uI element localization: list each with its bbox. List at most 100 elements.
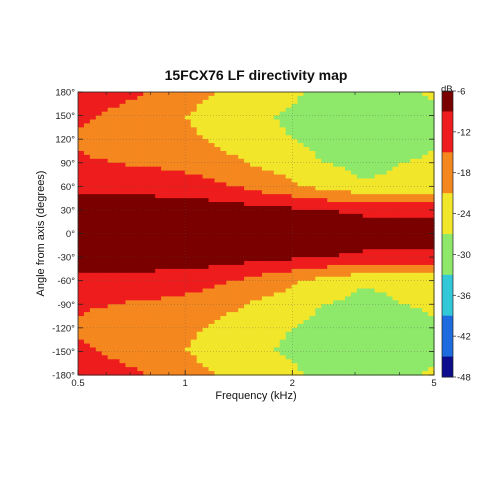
heatmap-cell	[285, 316, 293, 321]
heatmap-cell	[303, 304, 310, 309]
heatmap-cell	[374, 261, 382, 266]
heatmap-cell	[143, 316, 150, 321]
heatmap-cell	[398, 174, 405, 180]
heatmap-cell	[202, 103, 210, 109]
heatmap-cell	[339, 190, 346, 195]
heatmap-cell	[172, 221, 180, 227]
heatmap-cell	[190, 107, 198, 113]
heatmap-cell	[356, 150, 364, 156]
heatmap-cell	[261, 103, 269, 109]
heatmap-cell	[291, 174, 299, 180]
heatmap-cell	[410, 150, 417, 156]
heatmap-cell	[83, 139, 91, 144]
heatmap-cell	[273, 111, 281, 117]
heatmap-cell	[345, 217, 352, 223]
heatmap-cell	[101, 119, 109, 125]
heatmap-cell	[261, 316, 269, 321]
heatmap-cell	[333, 367, 340, 372]
heatmap-cell	[190, 119, 198, 125]
heatmap-cell	[267, 178, 275, 183]
heatmap-cell	[350, 213, 358, 219]
heatmap-cell	[416, 166, 423, 172]
heatmap-cell	[303, 178, 310, 183]
colorbar-swatch	[442, 111, 453, 116]
heatmap-cell	[226, 123, 233, 128]
heatmap-cell	[226, 107, 233, 113]
heatmap-cell	[321, 359, 328, 364]
heatmap-cell	[137, 347, 144, 353]
heatmap-cell	[172, 103, 180, 109]
colorbar-swatch	[442, 237, 453, 242]
heatmap-cell	[339, 95, 346, 101]
heatmap-cell	[321, 131, 328, 136]
heatmap-cell	[113, 111, 121, 117]
heatmap-cell	[416, 127, 423, 132]
heatmap-cell	[196, 194, 204, 199]
heatmap-cell	[380, 170, 388, 176]
heatmap-cell	[101, 162, 109, 168]
heatmap-cell	[386, 135, 394, 140]
heatmap-cell	[250, 123, 257, 128]
heatmap-cell	[291, 166, 299, 172]
heatmap-cell	[273, 158, 281, 164]
heatmap-cell	[101, 147, 109, 152]
heatmap-cell	[238, 95, 245, 101]
heatmap-cell	[208, 158, 216, 164]
heatmap-cell	[279, 319, 287, 325]
heatmap-cell	[119, 107, 127, 113]
heatmap-cell	[101, 158, 109, 164]
heatmap-cell	[89, 312, 97, 317]
heatmap-cell	[208, 319, 216, 325]
heatmap-cell	[392, 249, 399, 254]
heatmap-cell	[101, 182, 109, 187]
heatmap-cell	[226, 355, 233, 360]
heatmap-cell	[273, 249, 281, 254]
heatmap-cell	[380, 264, 388, 270]
heatmap-cell	[303, 371, 310, 376]
heatmap-cell	[172, 158, 180, 164]
heatmap-cell	[428, 162, 435, 168]
heatmap-cell	[315, 316, 322, 321]
heatmap-cell	[78, 205, 85, 211]
heatmap-cell	[285, 300, 293, 305]
heatmap-cell	[95, 202, 103, 207]
heatmap-cell	[321, 147, 328, 152]
heatmap-cell	[149, 371, 156, 376]
heatmap-cell	[161, 162, 168, 168]
heatmap-cell	[250, 225, 257, 231]
heatmap-cell	[149, 127, 156, 132]
heatmap-cell	[178, 233, 186, 239]
heatmap-cell	[238, 221, 245, 227]
heatmap-cell	[279, 202, 287, 207]
heatmap-cell	[374, 92, 382, 97]
heatmap-cell	[404, 249, 411, 254]
heatmap-cell	[350, 221, 358, 227]
heatmap-cell	[220, 272, 227, 278]
heatmap-cell	[380, 257, 388, 262]
heatmap-cell	[398, 111, 405, 117]
heatmap-cell	[374, 351, 382, 356]
heatmap-cell	[131, 268, 138, 274]
heatmap-cell	[178, 288, 186, 294]
heatmap-cell	[137, 158, 144, 164]
heatmap-cell	[214, 308, 221, 313]
heatmap-cell	[232, 202, 239, 207]
heatmap-cell	[244, 359, 251, 364]
heatmap-cell	[113, 237, 121, 242]
heatmap-cell	[250, 323, 257, 329]
heatmap-cell	[345, 95, 352, 101]
heatmap-cell	[95, 123, 103, 128]
heatmap-cell	[232, 367, 239, 372]
heatmap-cell	[190, 166, 198, 172]
heatmap-cell	[113, 213, 121, 219]
heatmap-cell	[410, 202, 417, 207]
heatmap-cell	[368, 147, 376, 152]
heatmap-cell	[398, 194, 405, 199]
heatmap-cell	[303, 316, 310, 321]
heatmap-cell	[202, 280, 210, 286]
heatmap-cell	[309, 288, 316, 294]
heatmap-cell	[380, 323, 388, 329]
heatmap-cell	[339, 233, 346, 239]
heatmap-cell	[356, 233, 364, 239]
heatmap-cell	[107, 308, 115, 313]
